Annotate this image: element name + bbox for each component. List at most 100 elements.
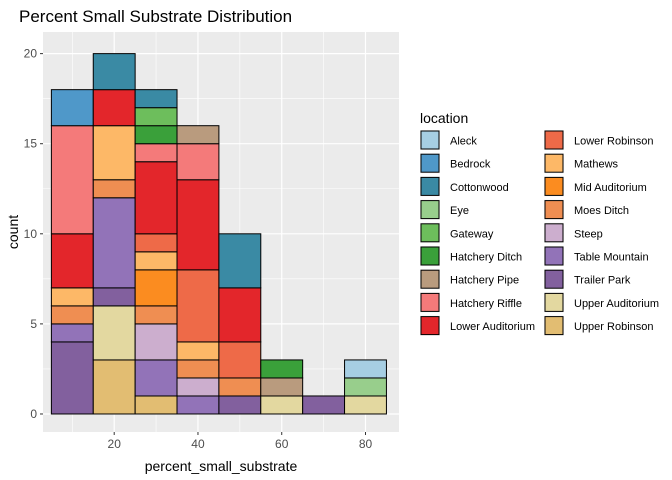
bar-segment — [92, 197, 136, 289]
bar-segment — [134, 125, 178, 145]
legend-swatch — [544, 269, 564, 289]
legend-label: Table Mountain — [574, 252, 649, 264]
bar-segment — [260, 359, 304, 379]
legend-item: Mathews — [544, 153, 619, 174]
bar-segment — [218, 233, 262, 289]
legend-label: Cottonwood — [450, 182, 509, 194]
legend-item: Hatchery Ditch — [420, 246, 522, 266]
legend-label: Hatchery Riffle — [450, 298, 522, 310]
bar-segment — [176, 359, 220, 379]
bar-segment — [134, 233, 178, 253]
legend-swatch — [544, 153, 564, 173]
legend-label: Hatchery Ditch — [450, 252, 522, 264]
legend-item: Cottonwood — [420, 176, 509, 197]
legend-label: Mid Auditorium — [574, 182, 647, 194]
legend-swatch — [420, 223, 440, 243]
legend-swatch — [544, 176, 564, 196]
bar-segment — [134, 161, 178, 235]
bar-segment — [134, 89, 178, 109]
bar-segment — [218, 287, 262, 343]
legend-label: Lower Robinson — [574, 136, 654, 148]
legend-label: Hatchery Pipe — [450, 275, 519, 287]
legend-item: Gateway — [420, 222, 494, 243]
bar-segment — [50, 305, 94, 325]
bar-segment — [134, 305, 178, 325]
bar-segment — [176, 395, 220, 415]
legend-item: Hatchery Riffle — [420, 292, 522, 313]
legend-swatch — [544, 130, 564, 150]
legend-item: Moes Ditch — [544, 199, 629, 220]
x-tick-label: 80 — [359, 437, 373, 451]
legend-item: Eye — [420, 199, 469, 220]
legend-swatch — [420, 200, 440, 220]
legend: Aleck Bedrock Cottonwood Eye Gateway Hatchery… — [420, 130, 659, 336]
legend-swatch — [420, 153, 440, 173]
histogram-bars — [50, 53, 387, 415]
x-axis-title: percent_small_substrate — [145, 458, 298, 474]
bar-segment — [92, 125, 136, 181]
legend-item: Mid Auditorium — [544, 176, 647, 197]
bar-segment — [260, 377, 304, 397]
bar-segment — [134, 395, 178, 415]
bar-segment — [50, 125, 94, 235]
bar-segment — [176, 179, 220, 271]
bar-segment — [218, 341, 262, 379]
bar-segment — [344, 359, 387, 379]
bar-segment — [134, 107, 178, 127]
legend-item: Bedrock — [420, 153, 491, 174]
legend-swatch — [544, 200, 564, 220]
bar-segment — [92, 287, 136, 307]
bar-segment — [134, 323, 178, 361]
legend-label: Eye — [450, 205, 469, 217]
legend-item: Lower Auditorium — [420, 315, 535, 336]
bar-segment — [176, 125, 220, 145]
legend-item: Hatchery Pipe — [420, 269, 519, 290]
bar-segment — [92, 89, 136, 127]
legend-swatch — [544, 223, 564, 243]
y-tick-label: 0 — [30, 407, 37, 421]
bar-segment — [92, 305, 136, 361]
legend-label: Bedrock — [450, 159, 491, 171]
x-axis: 20 40 60 80 — [108, 432, 373, 451]
legend-item: Trailer Park — [544, 269, 631, 290]
bar-segment — [50, 233, 94, 289]
legend-swatch — [544, 292, 564, 312]
bar-segment — [92, 53, 136, 91]
legend-label: Steep — [574, 228, 603, 240]
y-tick-label: 15 — [24, 137, 38, 151]
legend-label: Lower Auditorium — [450, 321, 535, 333]
legend-label: Gateway — [450, 228, 494, 240]
bar-segment — [218, 395, 262, 415]
bar-segment — [344, 395, 387, 415]
bar-segment — [134, 359, 178, 397]
bar-segment — [50, 341, 94, 415]
legend-swatch — [420, 130, 440, 150]
legend-swatch — [544, 316, 564, 336]
y-tick-label: 20 — [24, 47, 38, 61]
bar-segment — [134, 251, 178, 271]
y-tick-label: 10 — [24, 227, 38, 241]
legend-label: Mathews — [574, 159, 619, 171]
legend-swatch — [420, 246, 440, 266]
bar-segment — [260, 395, 304, 415]
x-tick-label: 40 — [191, 437, 205, 451]
bar-segment — [134, 143, 178, 163]
legend-label: Moes Ditch — [574, 205, 629, 217]
chart-title: Percent Small Substrate Distribution — [19, 7, 292, 26]
legend-swatch — [420, 316, 440, 336]
legend-label: Trailer Park — [574, 275, 631, 287]
bar-segment — [302, 395, 346, 415]
legend-title: location — [420, 110, 468, 126]
legend-swatch — [544, 246, 564, 266]
legend-item: Aleck — [420, 130, 477, 150]
legend-item: Upper Robinson — [544, 315, 654, 336]
legend-label: Upper Robinson — [574, 321, 654, 333]
legend-item: Lower Robinson — [544, 130, 654, 150]
legend-label: Aleck — [450, 136, 477, 148]
legend-item: Table Mountain — [544, 246, 649, 266]
bar-segment — [176, 341, 220, 361]
x-tick-label: 20 — [108, 437, 122, 451]
bar-segment — [92, 359, 136, 415]
bar-segment — [176, 269, 220, 343]
x-tick-label: 60 — [275, 437, 289, 451]
